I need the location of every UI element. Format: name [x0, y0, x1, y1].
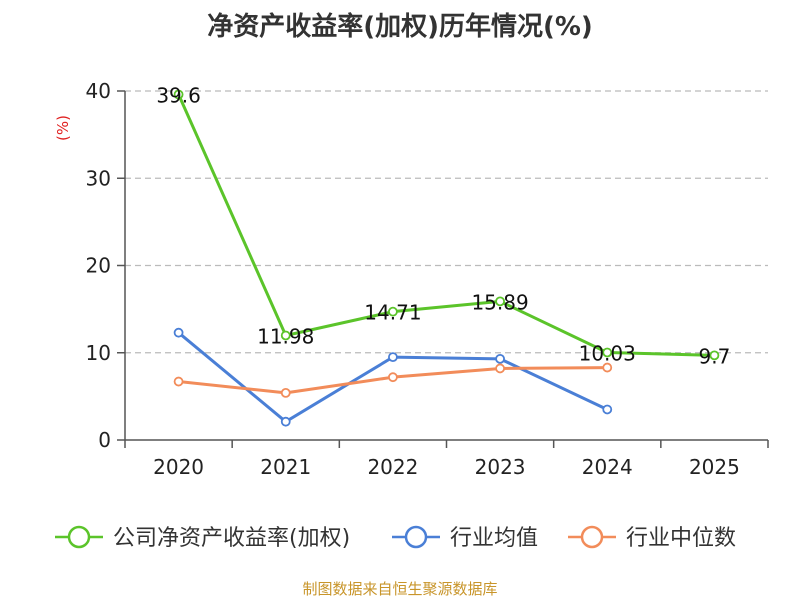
data-label: 10.03	[579, 341, 636, 365]
data-point	[173, 327, 184, 338]
data-label: 15.89	[471, 290, 528, 314]
data-point	[280, 330, 291, 341]
series	[173, 89, 720, 427]
data-point	[173, 376, 184, 387]
data-point	[495, 296, 505, 307]
x-tick-label: 2023	[475, 455, 526, 479]
y-axis-label: (%)	[54, 115, 72, 141]
data-point	[280, 416, 291, 427]
data-point	[602, 404, 613, 415]
series-0	[173, 89, 720, 361]
y-tick-label: 40	[86, 79, 111, 103]
data-point	[388, 352, 398, 363]
legend-item-1: 行业均值	[392, 525, 538, 551]
data-point	[709, 350, 720, 361]
legend-label: 行业中位数	[626, 526, 736, 551]
data-point	[388, 372, 398, 383]
legend-label: 公司净资产收益率(加权)	[113, 526, 350, 551]
x-tick-label: 2025	[689, 455, 740, 479]
chart-title: 净资产收益率(加权)历年情况(%)	[207, 12, 593, 42]
data-point	[173, 89, 184, 100]
data-point	[602, 347, 613, 358]
series-line	[177, 93, 715, 357]
data-label: 11.98	[257, 324, 314, 348]
x-tick-label: 2024	[582, 455, 633, 479]
x-tick-label: 2022	[367, 455, 418, 479]
legend-item-2: 行业中位数	[568, 525, 736, 551]
y-tick-label: 10	[86, 341, 111, 365]
data-point	[388, 306, 398, 317]
data-label: 9.7	[699, 344, 731, 368]
y-tick-label: 30	[86, 166, 111, 190]
data-point	[495, 363, 505, 374]
legend-label: 行业均值	[450, 526, 538, 551]
data-label: 39.6	[156, 83, 201, 107]
legend: 公司净资产收益率(加权) 行业均值 行业中位数	[55, 525, 736, 551]
series-1	[173, 327, 613, 427]
data-point	[602, 362, 613, 373]
data-point	[280, 387, 291, 398]
legend-marker	[404, 525, 428, 549]
y-tick-label: 20	[86, 254, 111, 278]
legend-marker	[580, 525, 604, 549]
data-point	[495, 353, 505, 364]
legend-marker	[67, 525, 91, 549]
source-note: 制图数据来自恒生聚源数据库	[302, 580, 498, 598]
axes: 0 10 20 30 40 2020 2021 2022 2023 2024 2025	[86, 79, 769, 479]
x-tick-label: 2021	[260, 455, 311, 479]
data-label: 14.71	[364, 301, 421, 325]
x-tick-label: 2020	[153, 455, 204, 479]
grid-lines	[125, 90, 768, 354]
y-tick-label: 0	[98, 428, 111, 452]
series-2	[173, 362, 613, 398]
legend-item-0: 公司净资产收益率(加权)	[55, 525, 350, 551]
data-labels: 39.6 11.98 14.71 15.89 10.03 9.7	[156, 83, 730, 368]
